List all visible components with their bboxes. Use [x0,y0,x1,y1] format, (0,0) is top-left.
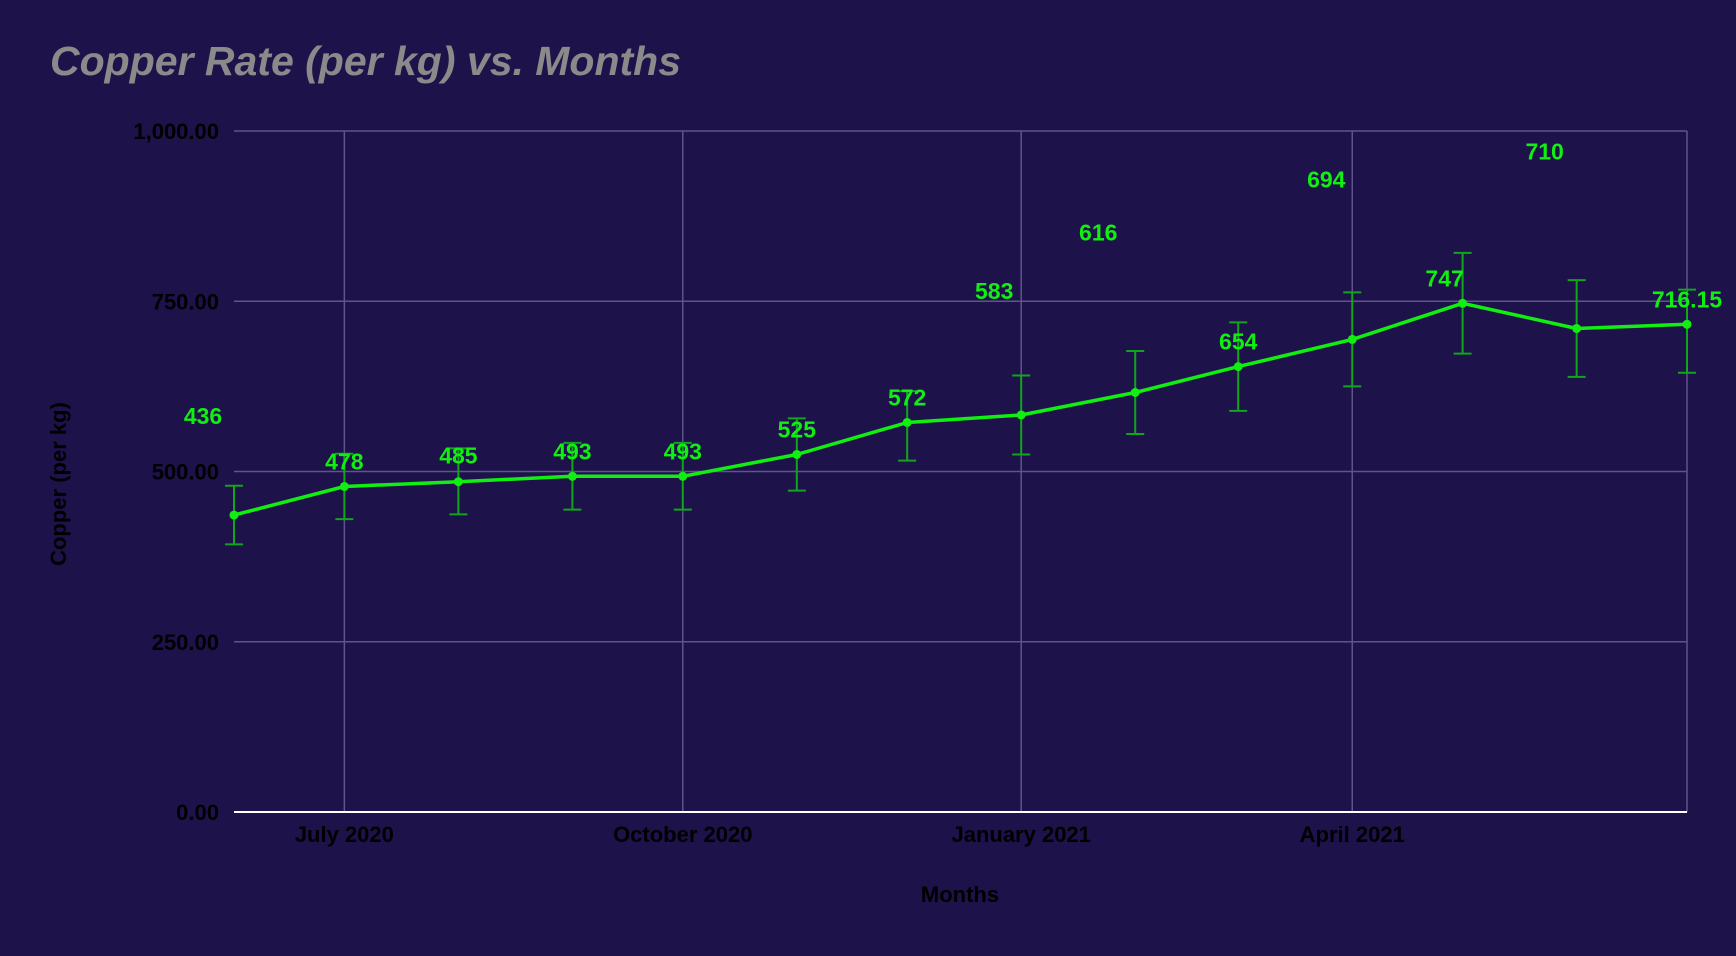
data-point [1016,410,1026,420]
data-label: 716.15 [1652,286,1723,312]
data-point [567,471,577,481]
error-bars [225,251,1696,546]
y-tick-label: 500.00 [152,460,219,485]
data-point [1682,319,1692,329]
y-tick-label: 750.00 [152,289,219,314]
axes: 0.00 250.00 500.00 750.00 1,000.00 July 2020 O… [133,119,1687,847]
data-label: 493 [664,438,702,464]
chart-title: Copper Rate (per kg) vs. Months [50,38,682,84]
y-axis-title: Copper (per kg) [46,402,71,566]
data-point [339,481,349,491]
data-point [792,449,802,459]
data-label: 493 [553,438,591,464]
x-tick-label: July 2020 [295,822,394,847]
data-label: 583 [975,278,1013,304]
data-point [1233,362,1243,372]
data-label: 525 [778,416,817,442]
data-labels: 436 478 485 493 493 525 572 583 616 654 694 747 710 7… [184,138,1723,474]
x-tick-label: January 2021 [951,822,1090,847]
data-point [1347,334,1357,344]
data-point [1572,323,1582,333]
y-tick-label: 0.00 [176,800,219,825]
series-line-layer [233,301,1688,517]
data-label: 747 [1425,265,1463,291]
data-label: 485 [439,443,478,469]
data-point [453,477,463,487]
x-axis-title: Months [921,882,999,907]
x-tick-label: April 2021 [1300,822,1405,847]
grid-lines [234,130,1688,812]
y-tick-label: 250.00 [152,630,219,655]
y-tick-label: 1,000.00 [133,119,219,144]
data-point [1458,298,1468,308]
data-point [902,417,912,427]
data-point [678,471,688,481]
data-point [229,510,239,520]
data-label: 710 [1525,138,1563,164]
data-points [229,298,1692,520]
data-label: 478 [325,448,364,474]
data-label: 436 [184,403,222,429]
data-label: 654 [1219,329,1258,355]
data-label: 572 [888,384,926,410]
data-point [1130,388,1140,398]
x-tick-label: October 2020 [613,822,752,847]
data-label: 694 [1307,166,1346,192]
data-label: 616 [1079,220,1117,246]
series-line [233,301,1688,517]
error-bar [1678,288,1696,374]
